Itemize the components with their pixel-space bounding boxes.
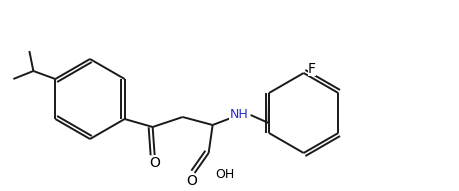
- Text: O: O: [149, 156, 160, 170]
- Text: OH: OH: [215, 168, 234, 181]
- Text: F: F: [308, 62, 316, 76]
- Text: NH: NH: [229, 108, 248, 121]
- Text: O: O: [186, 174, 197, 188]
